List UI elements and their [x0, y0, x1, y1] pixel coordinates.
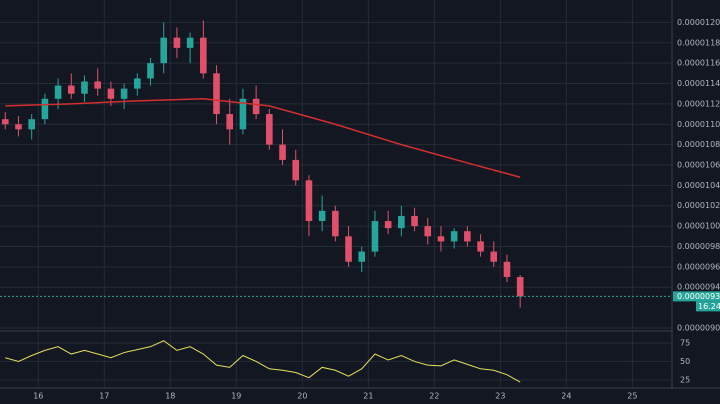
candle-body	[94, 81, 101, 89]
rsi-line	[5, 340, 521, 383]
candle-body	[477, 241, 484, 252]
x-tick-label: 23	[495, 392, 505, 401]
candle-body	[345, 236, 352, 262]
volume-label: 16.24	[698, 302, 720, 311]
x-tick-label: 25	[627, 392, 637, 401]
candle-body	[398, 215, 405, 229]
candle-body	[120, 88, 128, 99]
x-tick-label: 17	[99, 392, 109, 401]
candle-body	[411, 215, 418, 227]
y-tick-label: 0.00000900	[677, 323, 720, 332]
x-tick-label: 20	[297, 392, 307, 401]
candle-body	[81, 81, 88, 94]
candle-body	[450, 231, 458, 242]
x-tick-label: 21	[363, 392, 373, 401]
candle-body	[41, 98, 49, 120]
candle-body	[226, 114, 234, 130]
rsi-tick-label: 25	[680, 375, 690, 384]
candle-body	[186, 37, 194, 48]
candle-body	[464, 231, 471, 242]
candle-body	[200, 37, 207, 74]
candle-body	[266, 114, 273, 145]
volume-tag	[696, 301, 720, 312]
candle-body	[160, 37, 168, 64]
candle-body	[332, 210, 339, 237]
x-tick-label: 18	[165, 392, 175, 401]
candle-body	[67, 85, 75, 94]
candle-body	[279, 144, 286, 160]
x-tick-label: 19	[231, 392, 241, 401]
candle-body	[318, 210, 326, 222]
candle-body	[437, 236, 445, 242]
candle-body	[358, 251, 366, 262]
candle-body	[424, 226, 432, 237]
candle-body	[28, 119, 35, 130]
moving-average-line	[5, 98, 521, 178]
candle-body	[516, 277, 524, 297]
candle-body	[239, 98, 247, 130]
candle-body	[213, 73, 220, 115]
candle-body	[1, 119, 9, 125]
candle-body	[134, 78, 141, 89]
candle-body	[252, 98, 260, 115]
rsi-tick-label: 50	[680, 357, 690, 366]
candle-body	[292, 159, 300, 181]
rsi-tick-label: 75	[680, 338, 690, 347]
candle-body	[490, 251, 498, 262]
x-tick-label: 24	[561, 392, 571, 401]
candle-body	[384, 221, 392, 229]
candle-body	[503, 261, 511, 278]
candle-body	[305, 180, 313, 222]
x-tick-label: 16	[33, 392, 43, 401]
candle-body	[147, 63, 154, 79]
candle-body	[371, 221, 379, 252]
candle-body	[15, 124, 22, 130]
last-price-tag	[673, 291, 720, 302]
candle-body	[54, 85, 62, 99]
candle-body	[173, 37, 181, 48]
candle-body	[107, 88, 115, 99]
x-tick-label: 22	[429, 392, 439, 401]
